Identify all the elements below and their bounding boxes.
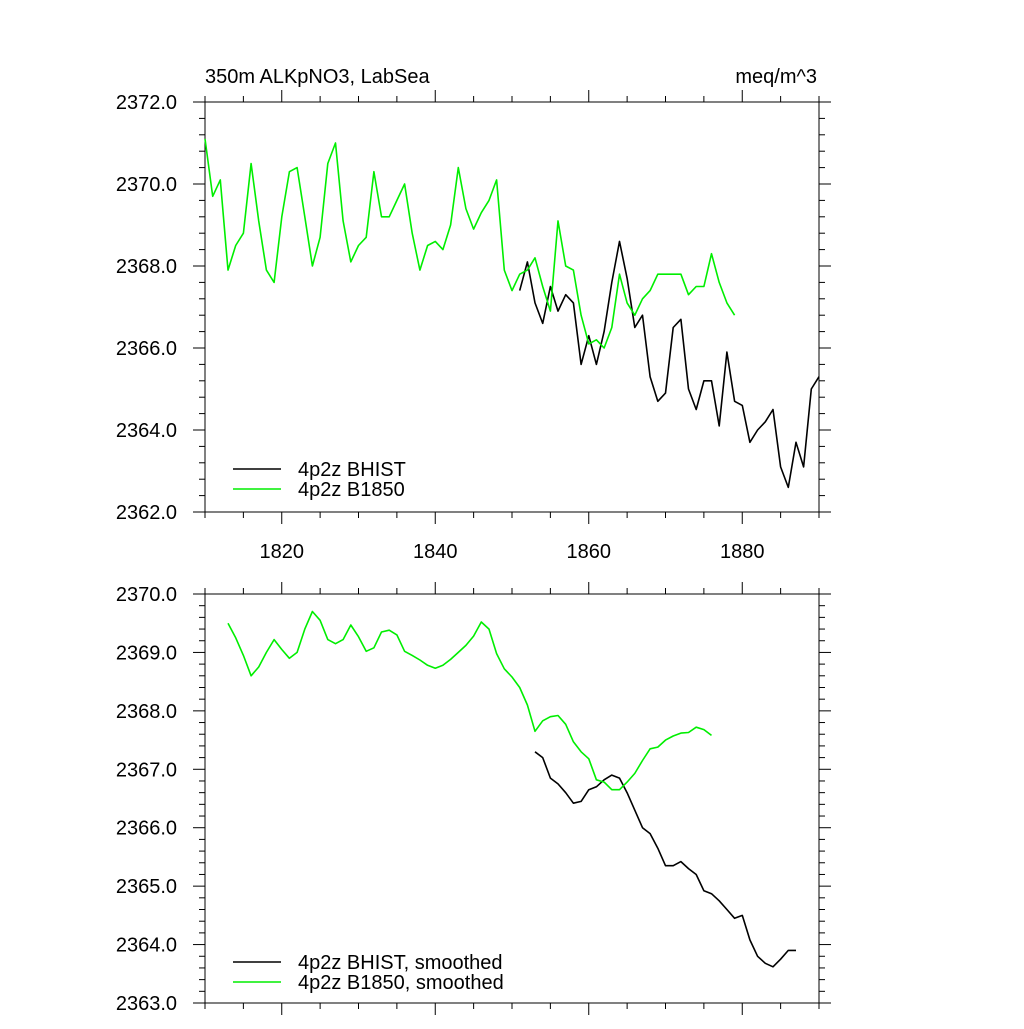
legend-label: 4p2z B1850, smoothed <box>298 972 504 994</box>
y-tick-label: 2368.0 <box>116 701 177 723</box>
y-tick-label: 2362.0 <box>116 502 177 524</box>
units-label: meq/m^3 <box>735 66 817 88</box>
legend-label: 4p2z BHIST, smoothed <box>298 952 503 974</box>
x-tick-label: 1860 <box>567 541 612 563</box>
plot-frame <box>204 101 820 513</box>
x-tick-label: 1820 <box>260 541 305 563</box>
series-line-4p2z-b1850-smoothed <box>227 610 712 791</box>
series-line-4p2z-b1850 <box>204 138 736 349</box>
y-tick-label: 2365.0 <box>116 876 177 898</box>
plot-frame <box>204 593 820 1004</box>
legend-label: 4p2z BHIST <box>298 459 406 481</box>
y-tick-label: 2367.0 <box>116 759 177 781</box>
y-tick-label: 2368.0 <box>116 256 177 278</box>
y-tick-label: 2364.0 <box>116 935 177 957</box>
bottom-panel: 2363.0 2364.0 2365.0 2366.0 2367.0 2368.0 2369… <box>116 582 831 1015</box>
x-tick-label: 1880 <box>720 541 765 563</box>
y-tick-label: 2366.0 <box>116 338 177 360</box>
chart-title: 350m ALKpNO3, LabSea <box>205 66 430 88</box>
y-tick-label: 2363.0 <box>116 993 177 1015</box>
y-tick-label: 2369.0 <box>116 642 177 664</box>
series-line-4p2z-bhist <box>518 240 820 489</box>
y-tick-label: 2370.0 <box>116 584 177 606</box>
legend-label: 4p2z B1850 <box>298 479 405 501</box>
y-tick-label: 2364.0 <box>116 420 177 442</box>
y-tick-label: 2370.0 <box>116 174 177 196</box>
top-panel: 2362.0 2364.0 2366.0 2368.0 2370.0 2372.0 1820… <box>116 66 831 563</box>
series-line-4p2z-bhist-smoothed <box>534 751 796 968</box>
y-tick-label: 2372.0 <box>116 92 177 114</box>
y-tick-label: 2366.0 <box>116 818 177 840</box>
x-tick-label: 1840 <box>413 541 458 563</box>
